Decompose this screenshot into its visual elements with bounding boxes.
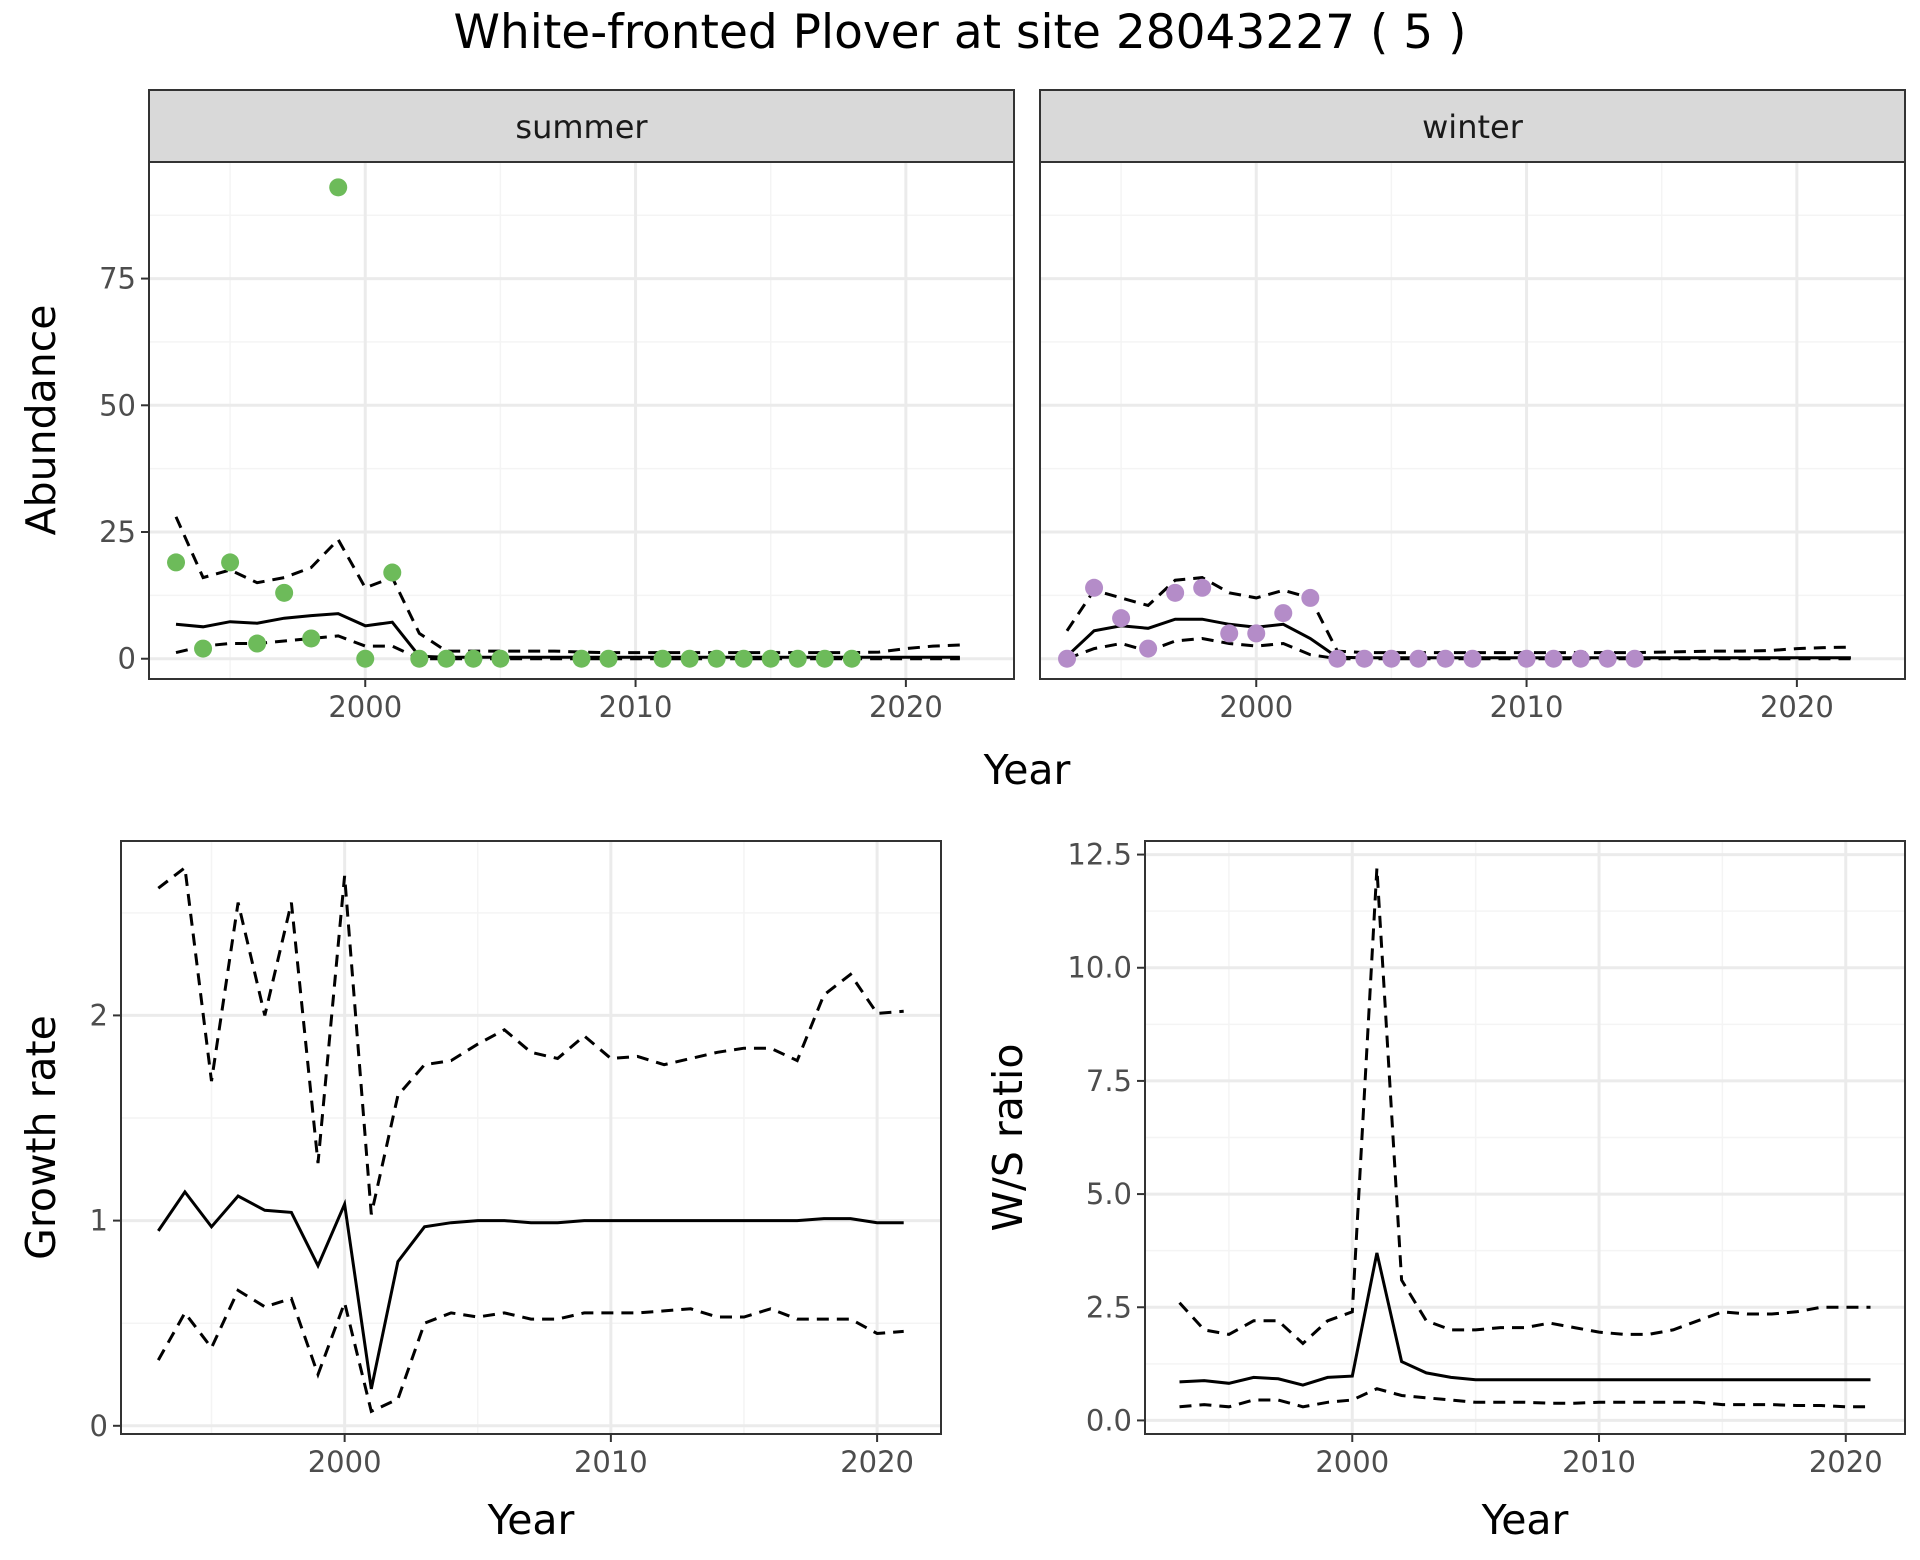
growth-rate-panel: 2000 2010 2020 0 1 2 Year Growth rate [17, 840, 942, 1544]
ratio-mean-line [1179, 1252, 1871, 1387]
summer-data-point [734, 649, 753, 668]
summer-data-point [329, 178, 348, 197]
winter-x-tick-label: 2000 [1219, 690, 1293, 724]
winter-data-point [1085, 578, 1104, 597]
winter-data-point [1517, 649, 1536, 668]
summer-data-point [491, 649, 510, 668]
summer-y-tick-label: 0 [118, 642, 136, 676]
winter-x-tick-label: 2020 [1760, 690, 1834, 724]
winter-data-point [1436, 649, 1455, 668]
winter-data-point [1247, 624, 1266, 643]
summer-data-point [275, 583, 294, 602]
ratio-y-tick-label: 2.5 [1086, 1290, 1132, 1324]
winter-data-point [1139, 639, 1158, 658]
abundance-y-axis-title: Abundance [17, 305, 65, 536]
winter-data-point [1355, 649, 1374, 668]
growth-y-tick-label: 0 [90, 1409, 108, 1443]
growth-y-tick-label: 2 [90, 998, 108, 1032]
ratio-y-tick-label: 10.0 [1067, 951, 1132, 985]
ratio-panel-border [1144, 840, 1906, 1435]
growth-x-tick-label: 2020 [840, 1445, 914, 1479]
summer-data-point [842, 649, 861, 668]
winter-data-point [1409, 649, 1428, 668]
summer-data-point [599, 649, 618, 668]
winter-data-point [1058, 649, 1077, 668]
summer-x-tick-label: 2000 [328, 690, 402, 724]
winter-facet-strip [1039, 89, 1906, 163]
winter-data-point [1544, 649, 1563, 668]
winter-facet-label: winter [1422, 108, 1524, 146]
summer-data-point [815, 649, 834, 668]
winter-data-point [1571, 649, 1590, 668]
summer-data-point [464, 649, 483, 668]
winter-data-point [1301, 588, 1320, 607]
summer-data-point [410, 649, 429, 668]
ratio-upper-bound-line [1178, 868, 1871, 1346]
winter-data-point [1112, 609, 1131, 628]
summer-y-tick-label: 25 [99, 515, 136, 549]
ratio-y-tick-label: 5.0 [1086, 1177, 1132, 1211]
winter-data-point [1382, 649, 1401, 668]
summer-data-point [302, 629, 321, 648]
ratio-x-tick-label: 2020 [1809, 1445, 1883, 1479]
summer-y-tick-label: 75 [99, 262, 136, 296]
winter-data-point [1463, 649, 1482, 668]
ratio-lower-bound-line [1179, 1387, 1871, 1409]
summer-data-point [761, 649, 780, 668]
summer-data-point [437, 649, 456, 668]
growth-y-axis-title: Growth rate [17, 1015, 65, 1260]
summer-plot-background [149, 162, 1014, 679]
summer-data-point [680, 649, 699, 668]
summer-data-point [356, 649, 375, 668]
summer-y-tick-label: 50 [99, 388, 136, 422]
abundance-x-axis-title: Year [983, 746, 1071, 794]
ratio-y-tick-label: 7.5 [1086, 1064, 1132, 1098]
ratio-x-tick-label: 2000 [1315, 1445, 1389, 1479]
summer-x-tick-label: 2020 [869, 690, 943, 724]
summer-data-point [383, 563, 402, 582]
winter-data-point [1328, 649, 1347, 668]
summer-facet-strip [148, 89, 1015, 163]
summer-data-point [221, 553, 240, 572]
winter-upper-bound-line [1065, 576, 1851, 655]
ratio-y-tick-label: 12.5 [1067, 838, 1132, 872]
growth-x-tick-label: 2000 [308, 1445, 382, 1479]
growth-mean-line [157, 1189, 904, 1390]
growth-lower-bound-line [156, 1288, 904, 1414]
ratio-y-tick-label: 0.0 [1086, 1403, 1132, 1437]
winter-data-point [1166, 583, 1185, 602]
growth-y-tick-label: 1 [90, 1204, 108, 1238]
winter-data-point [1193, 578, 1212, 597]
growth-upper-bound-line [157, 864, 904, 1215]
winter-data-point [1625, 649, 1644, 668]
summer-data-point [572, 649, 591, 668]
winter-data-point [1220, 624, 1239, 643]
growth-x-tick-label: 2010 [574, 1445, 648, 1479]
summer-data-point [653, 649, 672, 668]
growth-x-axis-title: Year [487, 1496, 575, 1544]
winter-data-point [1274, 604, 1293, 623]
winter-plot-background [1040, 162, 1905, 679]
abundance-panel: summer 2000 2010 2020 0 25 50 75 winter 2000 2010 2… [17, 89, 1906, 794]
summer-data-point [194, 639, 213, 658]
ratio-y-axis-title: W/S ratio [984, 1044, 1032, 1232]
summer-facet-label: summer [515, 108, 648, 146]
winter-mean-line [1065, 617, 1851, 660]
ws-ratio-panel: 2000 2010 2020 0.0 2.5 5.0 7.5 10.0 12.5 Year W/S … [984, 838, 1906, 1544]
growth-plot-background [121, 841, 941, 1434]
summer-data-point [248, 634, 267, 653]
winter-data-point [1598, 649, 1617, 668]
summer-data-point [707, 649, 726, 668]
figure-title: White-fronted Plover at site 28043227 ( … [454, 5, 1467, 60]
summer-data-point [788, 649, 807, 668]
growth-panel-border [120, 840, 942, 1435]
ratio-x-tick-label: 2010 [1562, 1445, 1636, 1479]
ratio-x-axis-title: Year [1481, 1496, 1569, 1544]
summer-data-point [167, 553, 186, 572]
summer-x-tick-label: 2010 [599, 690, 673, 724]
winter-x-tick-label: 2010 [1490, 690, 1564, 724]
